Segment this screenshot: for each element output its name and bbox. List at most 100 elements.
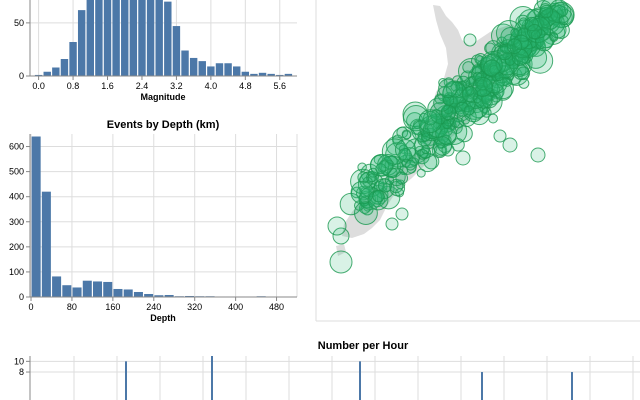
depth-bar xyxy=(154,295,164,297)
magnitude-bar xyxy=(284,73,293,76)
earthquake-circle xyxy=(329,250,353,274)
earthquake-circle xyxy=(370,153,394,177)
depth-x-tick-label: 80 xyxy=(67,302,77,312)
hourly-bar xyxy=(125,361,127,400)
depth-x-tick-label: 240 xyxy=(146,302,161,312)
depth-y-tick-label: 200 xyxy=(9,242,24,252)
earthquake-circle xyxy=(535,33,553,52)
magnitude-x-tick-label: 4.0 xyxy=(205,81,218,91)
magnitude-x-tick-label: 3.2 xyxy=(170,81,183,91)
earthquake-circle xyxy=(395,171,409,185)
earthquake-circle xyxy=(463,33,477,47)
earthquake-circles xyxy=(327,0,575,274)
magnitude-bar xyxy=(198,61,206,76)
magnitude-y-tick-label: 50 xyxy=(14,18,24,28)
depth-x-tick-label: 160 xyxy=(105,302,120,312)
magnitude-bar xyxy=(146,0,155,76)
earthquake-circle xyxy=(516,66,531,81)
earthquake-circle xyxy=(539,15,550,26)
depth-x-axis-title: Depth xyxy=(150,313,176,323)
earthquake-circle xyxy=(530,30,541,40)
earthquake-circle xyxy=(506,38,523,55)
magnitude-bar xyxy=(129,0,138,76)
earthquake-circle xyxy=(524,16,539,32)
magnitude-bars[interactable] xyxy=(34,0,293,76)
hourly-y-tick-label: 10 xyxy=(14,356,24,366)
earthquake-circle xyxy=(372,189,385,203)
depth-bar xyxy=(62,285,72,297)
magnitude-x-tick-label: 0.0 xyxy=(32,81,45,91)
earthquake-circle xyxy=(402,130,412,140)
magnitude-bar xyxy=(138,0,146,76)
depth-y-ticks: 0 100 200 300 400 500 600 xyxy=(9,142,30,302)
earthquake-circle xyxy=(549,21,567,39)
earthquake-circle xyxy=(441,143,455,157)
earthquake-circle xyxy=(455,150,471,166)
depth-bar xyxy=(72,287,82,297)
earthquake-circle xyxy=(473,89,493,109)
hourly-y-ticks: 810 xyxy=(14,356,30,377)
earthquake-circle xyxy=(398,148,412,162)
magnitude-x-tick-label: 4.8 xyxy=(239,81,252,91)
earthquake-circle xyxy=(445,80,464,98)
magnitude-bar xyxy=(69,42,77,76)
magnitude-bar xyxy=(103,0,112,76)
earthquake-map[interactable] xyxy=(315,0,640,322)
magnitude-bar xyxy=(258,72,267,76)
earthquake-circle xyxy=(332,227,350,245)
earthquake-circle xyxy=(421,144,431,155)
magnitude-x-ticks: 0.0 0.8 1.6 2.4 3.2 4.0 4.8 5.6 xyxy=(32,76,286,91)
magnitude-bar xyxy=(215,63,224,76)
earthquake-circle xyxy=(438,78,458,99)
hourly-bars[interactable] xyxy=(125,356,573,400)
magnitude-chart: 0 50 0.0 0.8 1.6 2.4 3.2 4.0 4.8 5.6 Magnitude xyxy=(14,0,297,102)
hourly-y-tick-label: 8 xyxy=(19,367,24,377)
depth-bar xyxy=(113,288,123,297)
magnitude-bar xyxy=(43,71,51,76)
depth-bar xyxy=(82,280,92,297)
magnitude-bar xyxy=(250,73,258,76)
earthquake-circle xyxy=(530,147,546,163)
hourly-bar xyxy=(481,372,483,400)
earthquake-circle xyxy=(433,94,451,112)
earthquake-circle xyxy=(438,77,448,88)
earthquake-circle xyxy=(526,24,543,40)
earthquake-circle xyxy=(461,86,479,103)
earthquake-circle xyxy=(381,138,409,165)
depth-x-tick-label: 400 xyxy=(228,302,243,312)
magnitude-bar xyxy=(121,0,129,76)
depth-chart-title: Events by Depth (km) xyxy=(107,119,220,131)
earthquake-circle xyxy=(395,207,409,221)
magnitude-bar xyxy=(86,0,94,76)
magnitude-bar xyxy=(276,74,284,76)
earthquake-circle xyxy=(353,200,365,211)
earthquake-circle xyxy=(494,72,504,82)
depth-bar xyxy=(164,294,174,297)
magnitude-x-tick-label: 1.6 xyxy=(101,81,114,91)
magnitude-x-tick-label: 2.4 xyxy=(136,81,149,91)
earthquake-circle xyxy=(405,159,416,171)
earthquake-circle xyxy=(384,175,395,186)
earthquake-circle xyxy=(421,132,431,142)
earthquake-circle xyxy=(539,4,554,19)
depth-x-tick-label: 480 xyxy=(269,302,284,312)
hourly-gridlines xyxy=(30,356,640,400)
depth-x-tick-label: 320 xyxy=(187,302,202,312)
hourly-chart-title: Number per Hour xyxy=(318,340,409,352)
magnitude-x-tick-label: 0.8 xyxy=(67,81,80,91)
magnitude-bar xyxy=(267,73,275,76)
depth-chart: Events by Depth (km) 0 100 200 300 400 500 600… xyxy=(9,119,298,323)
earthquake-circle xyxy=(416,168,426,178)
earthquake-circle xyxy=(385,217,399,231)
earthquake-circle xyxy=(510,28,520,38)
hourly-bar xyxy=(571,372,573,400)
magnitude-bar xyxy=(34,74,43,76)
depth-x-ticks: 0 80 160 240 320 400 480 xyxy=(29,297,284,312)
earthquake-circle xyxy=(357,171,370,184)
earthquake-circle xyxy=(423,110,438,126)
depth-bar xyxy=(31,136,41,297)
earthquake-circle xyxy=(462,61,475,74)
depth-bars[interactable] xyxy=(31,136,297,297)
magnitude-bar xyxy=(60,59,69,76)
depth-bar xyxy=(52,276,62,297)
